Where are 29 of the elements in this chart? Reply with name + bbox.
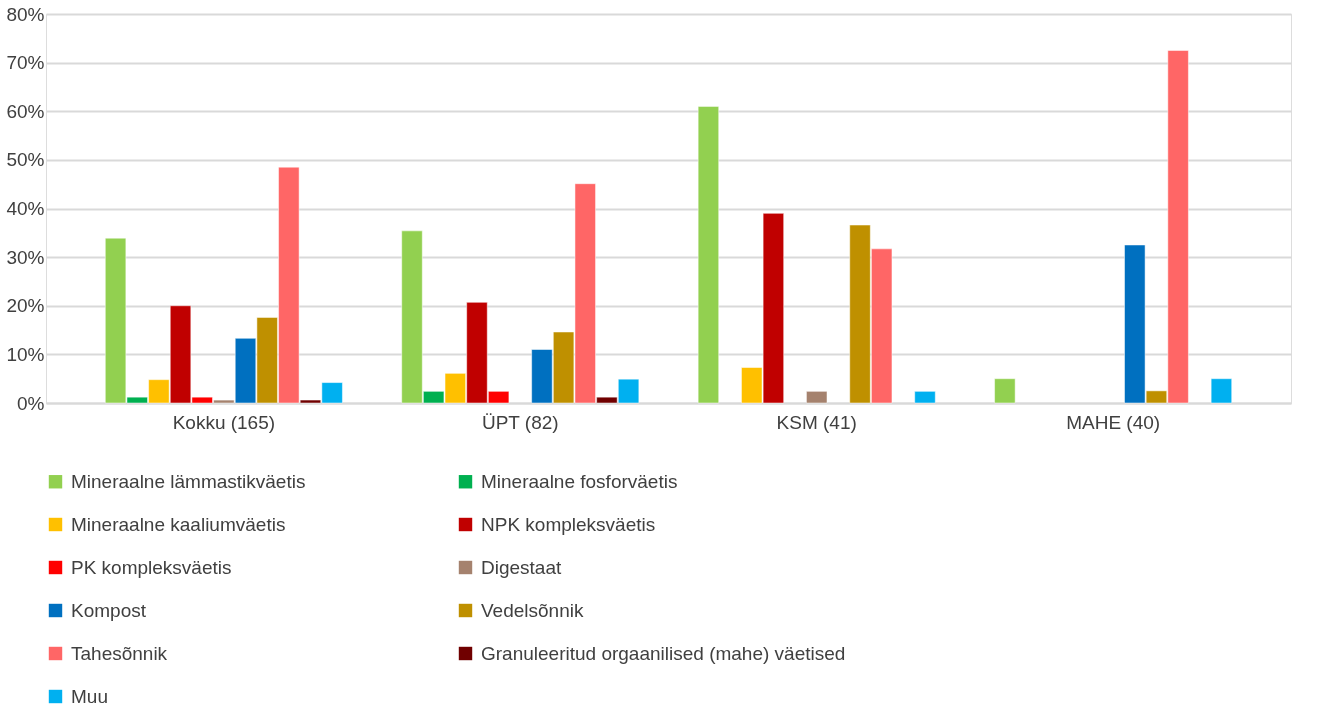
y-tick-label: 40% bbox=[6, 198, 45, 219]
legend-label: Mineraalne lämmastikväetis bbox=[71, 470, 306, 492]
bar bbox=[994, 378, 1016, 404]
y-tick-label: 70% bbox=[6, 52, 45, 74]
legend-label: Muu bbox=[71, 685, 108, 707]
legend-label: Granuleeritud orgaanilised (mahe) väetised bbox=[481, 642, 846, 664]
y-tick-label: 60% bbox=[6, 100, 45, 122]
legend-label: Mineraalne fosforväetis bbox=[481, 470, 678, 492]
legend-label: Tahesõnnik bbox=[71, 642, 168, 664]
legend-label: Digestaat bbox=[481, 556, 562, 578]
bar bbox=[914, 391, 936, 404]
bar bbox=[697, 106, 719, 404]
bar bbox=[806, 391, 828, 404]
y-tick-label: 0% bbox=[17, 392, 45, 414]
x-tick-label: KSM (41) bbox=[776, 411, 857, 433]
y-tick-label: 20% bbox=[6, 295, 45, 317]
legend-label: Kompost bbox=[71, 599, 147, 621]
y-tick-label: 10% bbox=[6, 343, 45, 365]
x-tick-label: Kokku (165) bbox=[172, 411, 276, 433]
x-tick-label: ÜPT (82) bbox=[481, 411, 559, 433]
bar bbox=[1210, 378, 1232, 404]
legend-label: NPK kompleksväetis bbox=[481, 513, 656, 535]
y-tick-label: 80% bbox=[6, 3, 45, 25]
legend-label: Vedelsõnnik bbox=[481, 599, 584, 621]
legend-label: PK kompleksväetis bbox=[71, 556, 232, 578]
x-tick-label: MAHE (40) bbox=[1066, 411, 1161, 433]
y-tick-label: 50% bbox=[6, 149, 45, 171]
y-tick-label: 30% bbox=[6, 246, 45, 268]
legend-label: Mineraalne kaaliumväetis bbox=[71, 513, 286, 535]
